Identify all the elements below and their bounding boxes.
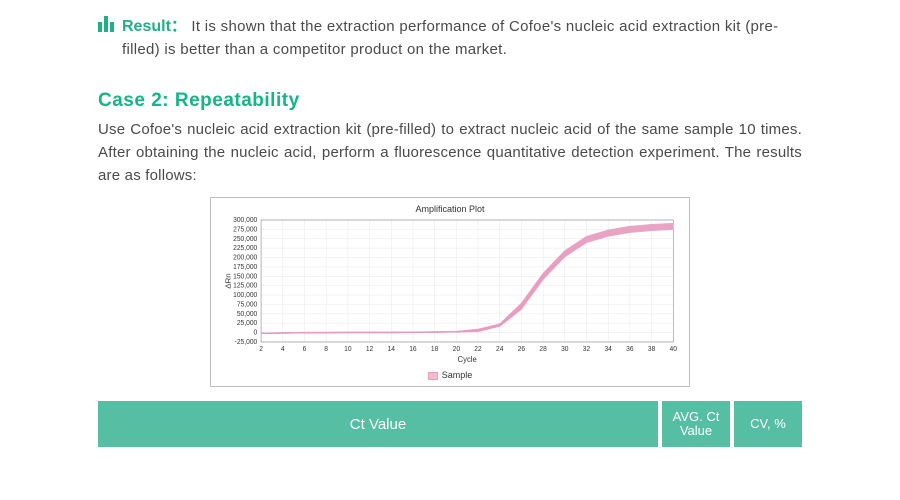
svg-text:4: 4 <box>281 346 285 353</box>
svg-text:18: 18 <box>431 346 439 353</box>
result-block: Result： It is shown that the extraction … <box>98 12 802 62</box>
table-cell-avg: AVG. Ct Value <box>662 401 730 447</box>
svg-text:ΔRn: ΔRn <box>224 273 233 289</box>
svg-text:20: 20 <box>453 346 461 353</box>
svg-text:12: 12 <box>366 346 374 353</box>
svg-text:Cycle: Cycle <box>458 355 477 364</box>
svg-text:34: 34 <box>604 346 612 353</box>
svg-text:32: 32 <box>583 346 591 353</box>
svg-text:10: 10 <box>344 346 352 353</box>
legend-swatch-icon <box>428 372 438 380</box>
svg-text:6: 6 <box>303 346 307 353</box>
svg-text:175,000: 175,000 <box>233 264 257 271</box>
svg-text:275,000: 275,000 <box>233 227 257 234</box>
svg-text:225,000: 225,000 <box>233 245 257 252</box>
svg-text:2: 2 <box>259 346 263 353</box>
legend-label: Sample <box>442 370 473 380</box>
svg-text:100,000: 100,000 <box>233 292 257 299</box>
svg-text:8: 8 <box>324 346 328 353</box>
table-cell-cv: CV, % <box>734 401 802 447</box>
chart-canvas: -25,000 0 25,000 50,000 75,000 100,000 125,000… <box>221 216 679 366</box>
svg-text:150,000: 150,000 <box>233 273 257 280</box>
svg-text:50,000: 50,000 <box>237 311 258 318</box>
svg-text:26: 26 <box>518 346 526 353</box>
svg-text:-25,000: -25,000 <box>235 339 258 346</box>
chart-legend: Sample <box>221 370 679 380</box>
svg-text:250,000: 250,000 <box>233 236 257 243</box>
table-header-row: Ct Value AVG. Ct Value CV, % <box>98 401 802 447</box>
svg-text:75,000: 75,000 <box>237 302 258 309</box>
svg-text:14: 14 <box>388 346 396 353</box>
table-cell-ctvalue: Ct Value <box>98 401 658 447</box>
svg-text:40: 40 <box>670 346 678 353</box>
svg-text:0: 0 <box>254 330 258 337</box>
case2-body: Use Cofoe's nucleic acid extraction kit … <box>98 118 802 188</box>
svg-text:30: 30 <box>561 346 569 353</box>
result-label: Result： <box>122 18 187 35</box>
svg-text:16: 16 <box>409 346 417 353</box>
svg-text:28: 28 <box>539 346 547 353</box>
svg-text:25,000: 25,000 <box>237 320 258 327</box>
svg-text:300,000: 300,000 <box>233 217 257 224</box>
svg-text:200,000: 200,000 <box>233 255 257 262</box>
svg-text:36: 36 <box>626 346 634 353</box>
result-text: It is shown that the extraction performa… <box>122 18 778 58</box>
amplification-chart: Amplification Plot -25,000 0 25,000 50,000 7… <box>210 197 690 387</box>
svg-text:22: 22 <box>474 346 482 353</box>
bar-chart-icon <box>98 14 114 32</box>
svg-text:125,000: 125,000 <box>233 283 257 290</box>
svg-text:24: 24 <box>496 346 504 353</box>
case2-heading: Case 2: Repeatability <box>98 90 802 112</box>
chart-title: Amplification Plot <box>221 204 679 214</box>
svg-text:38: 38 <box>648 346 656 353</box>
